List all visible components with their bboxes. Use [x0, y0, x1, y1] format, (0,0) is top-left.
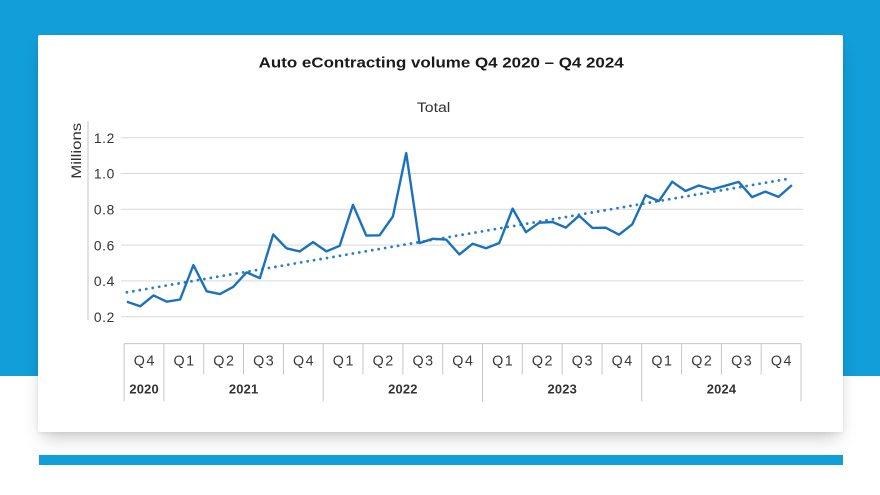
svg-text:Q3: Q3 [572, 353, 593, 369]
svg-text:1.0: 1.0 [94, 166, 115, 181]
svg-text:2022: 2022 [388, 381, 417, 396]
svg-text:Q1: Q1 [333, 353, 354, 369]
svg-text:Q4: Q4 [771, 353, 792, 369]
svg-text:Q4: Q4 [134, 353, 155, 369]
svg-text:0.2: 0.2 [94, 310, 114, 325]
svg-text:Millions: Millions [68, 122, 84, 178]
svg-text:0.4: 0.4 [94, 274, 115, 289]
svg-text:2021: 2021 [229, 381, 258, 396]
svg-text:Q2: Q2 [691, 353, 712, 369]
svg-text:Q3: Q3 [413, 353, 434, 369]
svg-text:Total: Total [417, 100, 451, 115]
svg-text:Q4: Q4 [293, 353, 314, 369]
svg-text:Auto eContracting volume Q4 20: Auto eContracting volume Q4 2020 – Q4 20… [259, 55, 625, 71]
svg-text:2024: 2024 [707, 381, 737, 396]
svg-text:2020: 2020 [129, 381, 158, 396]
svg-text:0.6: 0.6 [94, 238, 115, 253]
svg-text:0.8: 0.8 [94, 202, 115, 217]
svg-text:Q3: Q3 [731, 353, 752, 369]
svg-text:1.2: 1.2 [94, 131, 114, 146]
svg-text:Q2: Q2 [373, 353, 394, 369]
svg-text:Q2: Q2 [213, 353, 234, 369]
svg-text:Q4: Q4 [612, 353, 633, 369]
svg-text:Q1: Q1 [492, 353, 513, 369]
svg-text:2023: 2023 [547, 381, 576, 396]
svg-text:Q1: Q1 [174, 353, 195, 369]
svg-text:Q4: Q4 [452, 353, 473, 369]
svg-text:Q1: Q1 [651, 353, 672, 369]
svg-text:Q2: Q2 [532, 353, 553, 369]
svg-text:Q3: Q3 [253, 353, 274, 369]
